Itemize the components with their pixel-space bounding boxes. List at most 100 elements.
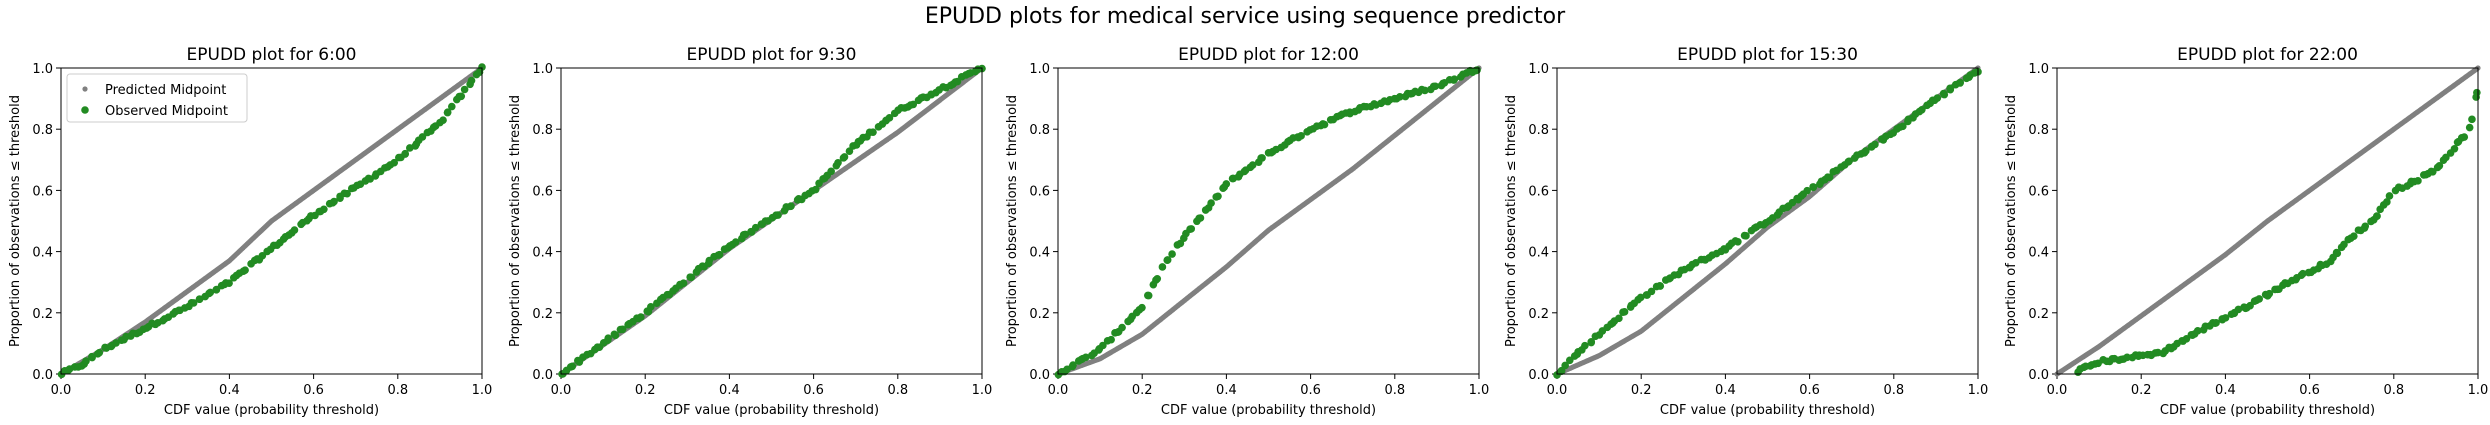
observed-point xyxy=(1933,94,1942,102)
y-tick-label: 1.0 xyxy=(1029,62,1050,77)
y-tick-label: 0.4 xyxy=(532,246,553,261)
observed-point xyxy=(1082,353,1090,362)
observed-point xyxy=(1144,291,1153,300)
predicted-series xyxy=(2054,65,2481,377)
chart-panel-1: EPUDD plot for 6:00 0.0 0.2 0.4 0.6 0.8 1.0 0.0… xyxy=(8,45,492,418)
observed-point xyxy=(195,295,204,303)
observed-point xyxy=(1845,157,1853,166)
y-tick-label: 1.0 xyxy=(32,62,53,77)
x-axis-label: CDF value (probability threshold) xyxy=(1660,403,1875,418)
observed-point xyxy=(1946,84,1954,93)
x-tick-label: 0.8 xyxy=(1384,383,1405,398)
observed-point xyxy=(2465,123,2474,132)
legend-entry: Predicted Midpoint xyxy=(105,83,226,98)
observed-point xyxy=(1431,82,1440,91)
x-tick-label: 1.0 xyxy=(1469,383,1490,398)
x-tick-label: 0.2 xyxy=(1132,383,1153,398)
observed-point xyxy=(1565,356,1574,365)
x-tick-label: 0.8 xyxy=(2383,383,2404,398)
legend-entry: Observed Midpoint xyxy=(105,104,228,119)
x-tick-label: 0.8 xyxy=(387,383,408,398)
chart-panel-5: EPUDD plot for 22:00 0.0 0.2 0.4 0.6 0.8 1.0 0.… xyxy=(2004,45,2488,418)
observed-point xyxy=(1222,180,1231,188)
observed-point xyxy=(1956,78,1964,87)
chart-panel-3: EPUDD plot for 12:00 0.0 0.2 0.4 0.6 0.8 1.0 0.… xyxy=(1005,45,1489,418)
observed-point xyxy=(2450,144,2459,153)
observed-point xyxy=(290,226,299,234)
y-tick-label: 0.6 xyxy=(32,184,53,199)
x-tick-label: 0.8 xyxy=(887,383,908,398)
observed-point xyxy=(206,288,215,297)
y-tick-label: 0.4 xyxy=(2028,246,2049,261)
x-tick-label: 1.0 xyxy=(472,383,493,398)
figure-title: EPUDD plots for medical service using se… xyxy=(924,4,1566,29)
observed-point xyxy=(1615,314,1623,323)
observed-point xyxy=(2460,133,2469,141)
x-tick-label: 0.2 xyxy=(635,383,656,398)
x-tick-label: 0.8 xyxy=(1883,383,1904,398)
x-tick-label: 0.4 xyxy=(1715,383,1736,398)
observed-point xyxy=(1207,199,1215,207)
observed-point xyxy=(241,266,249,274)
observed-point xyxy=(1320,120,1329,129)
observed-point xyxy=(418,133,427,141)
observed-point xyxy=(390,158,399,167)
observed-point xyxy=(2383,198,2391,206)
x-tick-label: 0.0 xyxy=(1048,383,1069,398)
observed-point xyxy=(741,230,750,239)
observed-point xyxy=(439,116,447,125)
observed-point xyxy=(1421,86,1429,95)
observed-point xyxy=(1803,186,1811,195)
x-axis-label: CDF value (probability threshold) xyxy=(164,403,379,418)
observed-point xyxy=(457,92,466,101)
observed-point xyxy=(448,102,456,111)
observed-point xyxy=(618,325,627,334)
x-tick-label: 0.4 xyxy=(219,383,240,398)
observed-point xyxy=(1636,293,1645,302)
x-tick-label: 0.2 xyxy=(1631,383,1652,398)
observed-point xyxy=(2414,177,2422,185)
observed-point xyxy=(2212,319,2220,327)
observed-point xyxy=(1742,232,1750,240)
chart-title: EPUDD plot for 12:00 xyxy=(1178,45,1359,65)
x-axis-label: CDF value (probability threshold) xyxy=(2160,403,2375,418)
x-tick-label: 0.2 xyxy=(2131,383,2152,398)
observed-point xyxy=(82,357,90,365)
observed-point xyxy=(679,279,688,288)
x-tick-label: 1.0 xyxy=(2468,383,2489,398)
y-tick-label: 1.0 xyxy=(2028,62,2049,77)
observed-point xyxy=(834,158,842,167)
observed-point xyxy=(774,211,782,219)
x-tick-label: 0.0 xyxy=(1547,383,1568,398)
observed-point xyxy=(2350,232,2358,240)
observed-point xyxy=(478,63,486,71)
legend: Predicted Midpoint Observed Midpoint xyxy=(66,73,248,123)
chart-title: EPUDD plot for 22:00 xyxy=(2177,45,2358,65)
observed-point xyxy=(1099,341,1107,350)
x-tick-label: 0.6 xyxy=(303,383,324,398)
x-tick-label: 1.0 xyxy=(1968,383,1989,398)
observed-series xyxy=(558,64,986,378)
x-tick-label: 0.2 xyxy=(135,383,156,398)
observed-series xyxy=(57,63,486,379)
y-tick-label: 0.4 xyxy=(1528,246,1549,261)
observed-point xyxy=(1581,341,1589,350)
x-axis-label: CDF value (probability threshold) xyxy=(664,403,879,418)
observed-point xyxy=(1734,237,1742,246)
observed-point xyxy=(2333,249,2342,258)
observed-point xyxy=(443,108,452,117)
observed-point xyxy=(1620,308,1629,316)
observed-point xyxy=(1297,132,1305,140)
observed-point xyxy=(401,149,409,158)
observed-point xyxy=(1196,214,1205,222)
observed-point xyxy=(1647,287,1656,296)
observed-point xyxy=(869,128,877,136)
x-tick-label: 0.0 xyxy=(2047,383,2068,398)
observed-point xyxy=(1587,338,1596,347)
observed-point xyxy=(2435,161,2444,170)
x-tick-label: 0.4 xyxy=(719,383,740,398)
axes-frame xyxy=(2056,67,2479,375)
observed-point xyxy=(611,331,620,340)
y-tick-label: 0.2 xyxy=(1528,307,1549,322)
